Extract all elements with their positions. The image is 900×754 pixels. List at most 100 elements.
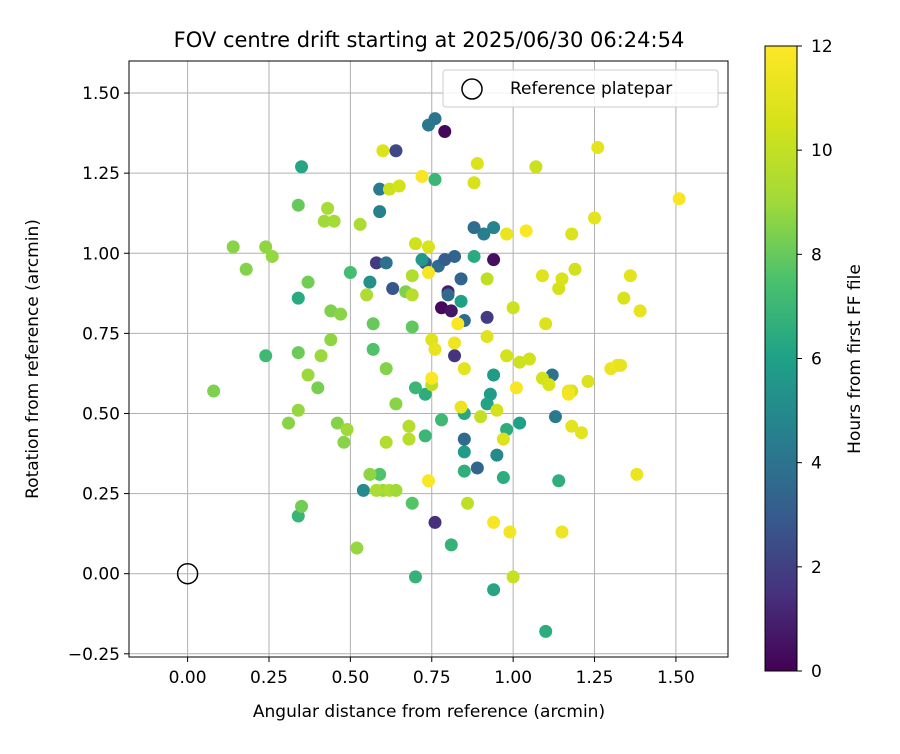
x-tick-label: 1.00 xyxy=(494,668,532,688)
data-point xyxy=(487,368,501,382)
data-point xyxy=(428,342,442,356)
data-point xyxy=(565,419,579,433)
data-point xyxy=(568,262,582,276)
data-point xyxy=(500,349,514,363)
colorbar: 0 2 4 6 8 10 12 Hours from first FF file xyxy=(764,37,865,682)
data-point xyxy=(408,381,422,395)
data-point xyxy=(356,483,370,497)
data-point xyxy=(672,192,686,206)
data-point xyxy=(422,265,435,279)
data-point xyxy=(402,419,416,433)
data-point xyxy=(487,515,501,529)
x-axis-ticks: 0.00 0.25 0.50 0.75 1.00 1.25 1.50 xyxy=(169,657,695,688)
data-point xyxy=(418,429,432,443)
data-point xyxy=(343,265,357,279)
data-point xyxy=(555,525,569,539)
y-tick-label: 0.25 xyxy=(82,485,120,505)
data-point xyxy=(363,467,377,481)
data-point xyxy=(207,384,221,398)
data-point xyxy=(366,317,380,331)
data-point xyxy=(392,179,406,193)
data-point xyxy=(327,214,341,228)
data-point xyxy=(340,422,354,436)
y-tick-label: 1.25 xyxy=(82,164,120,184)
x-tick-label: 0.00 xyxy=(169,668,207,688)
data-point xyxy=(633,304,647,318)
colorbar-tick-label: 2 xyxy=(811,558,822,578)
legend: Reference platepar xyxy=(442,69,719,108)
data-point xyxy=(239,262,253,276)
colorbar-tick-label: 6 xyxy=(811,350,822,370)
legend-marker-reference xyxy=(461,78,483,100)
data-point xyxy=(480,272,494,286)
colorbar-label: Hours from first FF file xyxy=(845,264,865,454)
data-point xyxy=(457,445,471,459)
y-tick-label: −0.25 xyxy=(68,645,120,665)
data-point xyxy=(509,381,523,395)
data-point xyxy=(438,124,452,138)
data-point xyxy=(503,525,517,539)
data-point xyxy=(480,330,494,344)
data-point xyxy=(496,471,510,485)
colorbar-tick-label: 4 xyxy=(811,454,822,474)
data-point xyxy=(487,583,501,597)
y-tick-label: 0.75 xyxy=(82,324,120,344)
data-point xyxy=(314,349,328,363)
data-point xyxy=(630,467,644,481)
data-point xyxy=(490,448,504,462)
data-point xyxy=(477,227,491,241)
data-point xyxy=(422,118,435,132)
chart-title: FOV centre drift starting at 2025/06/30 … xyxy=(174,28,685,52)
data-point xyxy=(415,253,429,267)
data-point xyxy=(454,294,468,308)
y-tick-label: 1.50 xyxy=(82,84,120,104)
data-point xyxy=(353,217,367,231)
data-point xyxy=(480,310,494,324)
data-point xyxy=(552,474,566,488)
data-point xyxy=(487,253,501,267)
data-point xyxy=(461,496,475,510)
data-point xyxy=(617,291,631,305)
data-point xyxy=(448,349,462,363)
data-point xyxy=(425,371,439,385)
data-point xyxy=(539,317,553,331)
colorbar-tick-label: 10 xyxy=(811,141,833,161)
data-point xyxy=(389,144,403,158)
data-point xyxy=(467,249,481,263)
data-point xyxy=(226,240,240,254)
y-tick-label: 0.00 xyxy=(82,565,120,585)
data-point xyxy=(334,307,348,321)
data-point xyxy=(291,346,305,360)
reference-platepar-marker xyxy=(176,562,199,585)
data-point xyxy=(350,541,364,555)
data-point xyxy=(444,304,458,318)
legend-box xyxy=(442,69,719,108)
data-point xyxy=(402,432,416,446)
data-point xyxy=(435,413,449,427)
data-point xyxy=(542,378,556,392)
x-tick-label: 1.25 xyxy=(576,668,614,688)
data-point xyxy=(373,467,387,481)
data-point xyxy=(496,432,510,446)
colorbar-ticks: 0 2 4 6 8 10 12 xyxy=(797,37,833,682)
data-point xyxy=(295,499,309,513)
data-point xyxy=(382,182,396,196)
data-point xyxy=(529,160,543,174)
data-point xyxy=(369,256,383,270)
data-point xyxy=(291,403,305,417)
x-tick-label: 0.25 xyxy=(250,668,288,688)
data-point xyxy=(457,464,471,478)
y-tick-label: 1.00 xyxy=(82,244,120,264)
data-point xyxy=(457,362,471,376)
data-point xyxy=(282,416,296,430)
data-point xyxy=(480,397,494,411)
data-point xyxy=(470,157,484,171)
data-point xyxy=(454,272,468,286)
data-point xyxy=(467,176,481,190)
data-point xyxy=(444,538,458,552)
data-point xyxy=(422,240,435,254)
data-point xyxy=(386,282,400,296)
data-point xyxy=(301,275,315,289)
data-point xyxy=(548,410,562,424)
colorbar-tick-label: 12 xyxy=(811,37,833,57)
